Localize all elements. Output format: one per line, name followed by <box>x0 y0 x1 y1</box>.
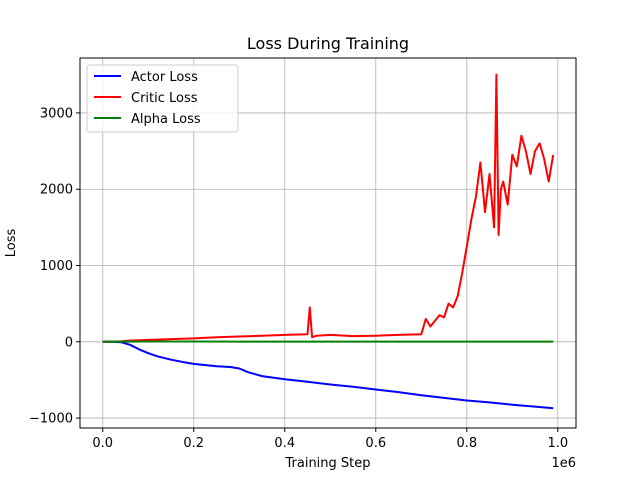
actor-loss-legend-label: Actor Loss <box>131 70 198 85</box>
x-tick-label: 1.0 <box>547 436 568 451</box>
x-tick-label: 0.6 <box>365 436 386 451</box>
critic-loss-series-line <box>102 73 555 343</box>
tick-layer: 0.0 0.2 0.4 0.6 0.8 1.0 −1000 0 1000 2000 3000 <box>29 106 568 451</box>
actor-loss-series-line <box>102 340 554 410</box>
axes-frame <box>79 57 577 429</box>
legend: Actor Loss Critic Loss Alpha Loss <box>86 64 239 133</box>
y-tick-label: 3000 <box>40 106 73 121</box>
x-tick-label: 0.4 <box>274 436 295 451</box>
critic-loss-legend-label: Critic Loss <box>131 91 198 106</box>
x-tick-label: 0.2 <box>183 436 204 451</box>
legend-items: Actor Loss Critic Loss Alpha Loss <box>94 70 201 127</box>
legend-box <box>86 64 239 133</box>
y-tick-label: 1000 <box>40 259 73 274</box>
y-tick-label: 2000 <box>40 183 73 198</box>
y-tick-label: 0 <box>65 335 73 350</box>
x-tick-label: 0.0 <box>92 436 113 451</box>
x-axis-label: Training Step <box>284 456 370 471</box>
y-tick-label: −1000 <box>29 412 73 427</box>
chart-title: Loss During Training <box>247 34 409 53</box>
x-axis-offset-label: 1e6 <box>551 456 576 471</box>
x-tick-label: 0.8 <box>456 436 477 451</box>
series-layer <box>102 73 555 410</box>
y-axis-label: Loss <box>4 229 19 258</box>
alpha-loss-legend-label: Alpha Loss <box>131 112 201 127</box>
